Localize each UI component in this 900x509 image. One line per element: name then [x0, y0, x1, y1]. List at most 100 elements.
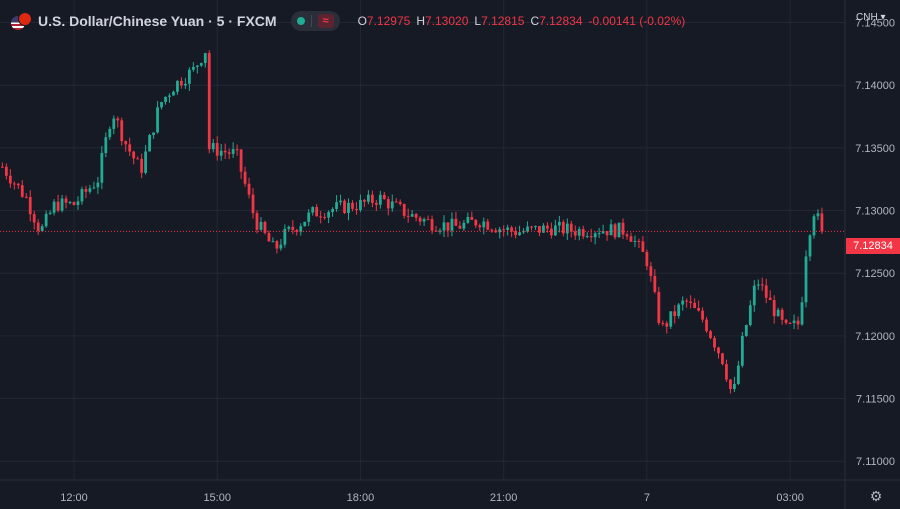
candle-body — [311, 207, 315, 213]
candle-body — [812, 216, 816, 236]
wave-signal-icon: ≈ — [317, 14, 334, 28]
candle-body — [96, 182, 100, 188]
candle-body — [120, 120, 124, 142]
candle-body — [669, 311, 673, 327]
candle-body — [577, 229, 581, 236]
candle-body — [124, 141, 128, 145]
candle-body — [418, 217, 422, 222]
candle-body — [0, 166, 4, 168]
candle-body — [40, 226, 44, 231]
candle-body — [287, 226, 291, 229]
candle-body — [474, 219, 478, 226]
candle-body — [816, 213, 820, 217]
candle-body — [148, 135, 151, 152]
candle-body — [629, 236, 633, 242]
candle-body — [267, 232, 271, 242]
candle-body — [438, 230, 442, 232]
candle-body — [776, 309, 780, 317]
candle-body — [187, 69, 191, 84]
candle-body — [510, 227, 514, 232]
candle-body — [295, 229, 299, 232]
ohlc-change: -0.00141 (-0.02%) — [588, 14, 686, 28]
candle-body — [470, 216, 474, 220]
candle-body — [454, 218, 458, 226]
usd-cny-flag-icon[interactable] — [10, 11, 32, 31]
x-tick-label: 7 — [644, 492, 650, 504]
y-tick-label: 7.14000 — [855, 80, 895, 92]
currency-selector[interactable]: CNH ▾ — [856, 12, 886, 23]
candle-body — [203, 53, 207, 64]
candle-body — [550, 228, 553, 236]
candle-body — [370, 194, 374, 203]
candle-body — [410, 214, 414, 217]
candle-body — [223, 150, 227, 153]
candle-body — [398, 202, 402, 204]
candle-body — [546, 225, 549, 229]
candle-body — [486, 221, 490, 230]
x-tick-label: 12:00 — [60, 492, 88, 504]
candle-body — [601, 231, 605, 234]
chart-grid — [0, 0, 845, 480]
x-tick-label: 18:00 — [347, 492, 375, 504]
y-tick-label: 7.11000 — [856, 456, 895, 468]
candle-body — [8, 175, 12, 184]
candle-body — [132, 151, 136, 159]
ohlc-values: O7.12975 H7.13020 L7.12815 C7.12834 -0.0… — [358, 14, 686, 28]
candle-body — [271, 241, 275, 243]
candle-body — [701, 310, 704, 320]
candle-body — [804, 256, 808, 303]
candle-body — [176, 80, 179, 92]
candle-body — [482, 221, 486, 228]
candle-body — [219, 150, 223, 156]
candle-body — [665, 323, 669, 327]
candle-body — [378, 194, 382, 205]
candle-body — [733, 384, 736, 389]
candle-body — [736, 365, 740, 385]
candle-body — [406, 215, 410, 217]
candle-body — [573, 231, 577, 236]
candle-body — [60, 198, 64, 211]
candle-body — [16, 183, 20, 186]
candle-body — [530, 226, 533, 228]
candle-body — [613, 224, 617, 238]
candle-body — [140, 158, 144, 173]
y-tick-label: 7.14500 — [855, 18, 895, 30]
candle-body — [784, 319, 788, 323]
candle-body — [327, 212, 331, 218]
candle-body — [382, 194, 386, 200]
candle-body — [565, 223, 569, 234]
candle-body — [689, 301, 693, 303]
candle-body — [44, 213, 48, 227]
candle-body — [534, 226, 537, 228]
candle-body — [561, 221, 565, 234]
candle-body — [717, 347, 720, 354]
candle-body — [231, 149, 235, 154]
gear-icon[interactable]: ⚙ — [869, 488, 883, 504]
candle-body — [307, 212, 311, 222]
candle-body — [498, 229, 502, 233]
candle-body — [538, 226, 541, 233]
candle-body — [605, 231, 609, 236]
candle-body — [80, 189, 84, 202]
x-axis: 12:00 15:00 18:00 21:00 7 03:00 — [0, 479, 900, 504]
candle-body — [168, 95, 171, 97]
candle-body — [374, 202, 378, 205]
y-tick-label: 7.12500 — [855, 268, 895, 280]
candle-body — [514, 231, 517, 236]
candle-body — [323, 216, 327, 218]
candle-body — [116, 118, 120, 121]
candle-body — [239, 149, 243, 172]
candle-body — [56, 201, 60, 211]
candle-body — [335, 202, 338, 209]
candle-body — [768, 297, 772, 301]
market-status-pill[interactable]: ≈ — [290, 11, 340, 31]
candle-body — [414, 214, 418, 218]
candle-body — [402, 203, 406, 216]
candle-body — [315, 207, 319, 217]
candle-body — [422, 219, 426, 222]
symbol-title[interactable]: U.S. Dollar/Chinese Yuan · 5 · FXCM — [38, 13, 277, 29]
candle-body — [641, 241, 645, 252]
candle-body — [462, 222, 466, 229]
candle-body — [625, 234, 629, 237]
